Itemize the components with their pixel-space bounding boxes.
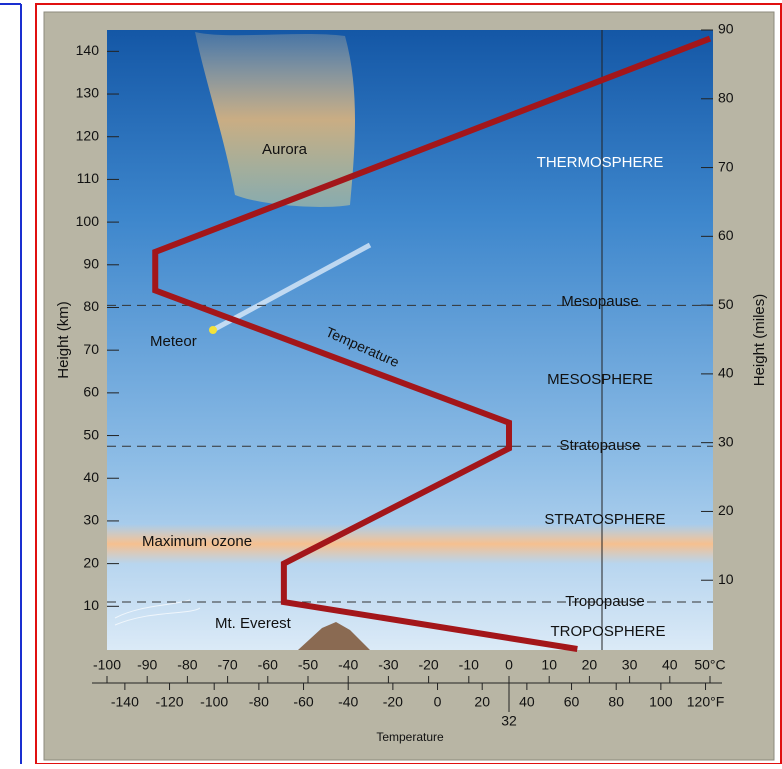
y2-tick-label: 20: [718, 502, 734, 518]
y-tick-label: 10: [83, 597, 99, 613]
mountain: [298, 622, 370, 650]
x2-tick-label: -20: [383, 694, 403, 710]
x2-tick-label: 80: [608, 694, 624, 710]
x-tick-label: -90: [137, 657, 157, 673]
y2-axis-label: Height (miles): [751, 294, 768, 387]
x-tick-label: -70: [217, 657, 237, 673]
clouds: [114, 599, 201, 626]
x2-tick-label: -60: [293, 694, 313, 710]
y-tick-label: 60: [83, 384, 99, 400]
x-tick-label: 20: [582, 657, 598, 673]
x2-tick-label: 60: [564, 694, 580, 710]
y-tick-label: 50: [83, 426, 99, 442]
y-tick-label: 120: [76, 127, 100, 143]
y2-tick-label: 70: [718, 158, 734, 174]
y-axis-label: Height (km): [55, 301, 72, 379]
annotation: MESOSPHERE: [547, 371, 653, 388]
meteor-trail: [211, 242, 372, 333]
x2-tick-label: 40: [519, 694, 535, 710]
y-tick-label: 140: [76, 42, 100, 58]
temperature-line: [152, 35, 712, 652]
x-tick-label: 10: [541, 657, 557, 673]
y2-tick-label: 90: [718, 21, 734, 37]
annotation: Meteor: [150, 333, 197, 350]
y2-tick-label: 30: [718, 433, 734, 449]
annotation: TROPOSPHERE: [550, 623, 665, 640]
ozone-band: [107, 524, 713, 564]
y-tick-label: 130: [76, 85, 100, 101]
y2-tick-label: 40: [718, 365, 734, 381]
annotation: Aurora: [262, 141, 308, 158]
annotation: Stratopause: [560, 437, 641, 454]
x-tick-label: 0: [505, 657, 513, 673]
y2-tick-label: 10: [718, 571, 734, 587]
annotation: THERMOSPHERE: [537, 154, 664, 171]
x2-tick-label: 100: [649, 694, 673, 710]
x-tick-label: -40: [338, 657, 358, 673]
x-tick-label: -60: [258, 657, 278, 673]
y-tick-label: 80: [83, 298, 99, 314]
y-tick-label: 20: [83, 554, 99, 570]
x-axis-label: Temperature: [376, 730, 444, 744]
annotation: Mesopause: [561, 293, 639, 310]
x2-tick-label: 32: [501, 713, 517, 729]
y2-tick-label: 50: [718, 296, 734, 312]
y2-tick-label: 80: [718, 89, 734, 105]
x2-tick-label: 0: [434, 694, 442, 710]
y-tick-label: 30: [83, 512, 99, 528]
x-tick-label: 30: [622, 657, 638, 673]
x2-tick-label: -80: [249, 694, 269, 710]
x2-tick-label: -140: [111, 694, 139, 710]
y-tick-label: 100: [76, 213, 100, 229]
annotation: Maximum ozone: [142, 533, 252, 550]
annotation: Mt. Everest: [215, 615, 292, 632]
x2-tick-label: 120°F: [687, 694, 725, 710]
y-tick-label: 110: [77, 170, 100, 186]
aurora: [195, 32, 355, 207]
x-tick-label: -10: [459, 657, 479, 673]
x-tick-label: -50: [298, 657, 318, 673]
x2-tick-label: -120: [156, 694, 184, 710]
annotation: Tropopause: [565, 593, 645, 610]
x2-tick-label: -40: [338, 694, 358, 710]
x2-tick-label: -100: [200, 694, 228, 710]
x-tick-label: 50°C: [694, 657, 725, 673]
x-tick-label: 40: [662, 657, 678, 673]
y2-tick-label: 60: [718, 227, 734, 243]
x-tick-label: -30: [378, 657, 398, 673]
annotation: STRATOSPHERE: [544, 511, 665, 528]
x-tick-label: -20: [418, 657, 438, 673]
x2-tick-label: 20: [474, 694, 490, 710]
meteor: [209, 326, 217, 334]
y-tick-label: 40: [83, 469, 99, 485]
x-tick-label: -100: [93, 657, 121, 673]
y-tick-label: 70: [83, 341, 99, 357]
y-tick-label: 90: [83, 255, 99, 271]
x-tick-label: -80: [177, 657, 197, 673]
